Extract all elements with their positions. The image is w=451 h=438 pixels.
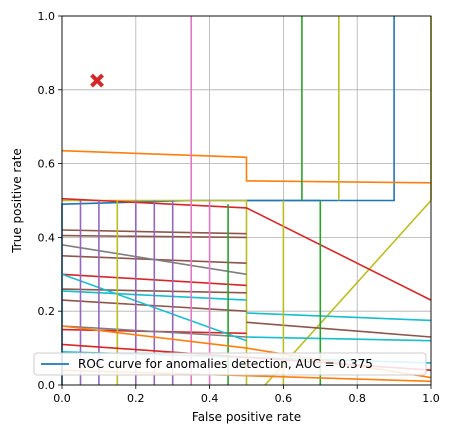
roc-curve-line — [61, 149, 432, 184]
x-tick-label: 1.0 — [422, 392, 440, 405]
y-tick-label: 0.4 — [38, 231, 56, 244]
y-tick-label: 0.2 — [38, 305, 56, 318]
axis-ticks: 0.0 0.2 0.4 0.6 0.8 1.0 0.0 0.2 0.4 0.6 0.8 1.0 — [38, 10, 440, 405]
roc-curve-line — [246, 312, 432, 322]
x-axis-label: False positive rate — [192, 410, 301, 424]
plot-frame — [61, 15, 432, 386]
y-axis-label: True positive rate — [10, 148, 24, 254]
y-tick-label: 0.0 — [38, 379, 56, 392]
legend: ROC curve for anomalies detection, AUC =… — [33, 352, 427, 376]
marker-x-icon — [90, 73, 104, 88]
x-tick-label: 0.6 — [275, 392, 293, 405]
roc-curve-line — [61, 197, 432, 301]
x-tick-label: 0.8 — [348, 392, 366, 405]
legend-box — [33, 352, 427, 376]
roc-curve-line — [62, 199, 248, 385]
legend-label: ROC curve for anomalies detection, AUC =… — [78, 357, 373, 371]
x-tick-label: 0.4 — [201, 392, 219, 405]
roc-curve-line — [246, 321, 432, 338]
y-tick-label: 0.8 — [38, 84, 56, 97]
optimal-point-marker — [90, 73, 104, 88]
y-tick-label: 1.0 — [38, 10, 56, 23]
x-tick-label: 0.2 — [127, 392, 145, 405]
y-tick-label: 0.6 — [38, 158, 56, 171]
x-tick-label: 0.0 — [53, 392, 71, 405]
roc-curves — [61, 16, 432, 386]
roc-curve-line — [246, 336, 432, 342]
